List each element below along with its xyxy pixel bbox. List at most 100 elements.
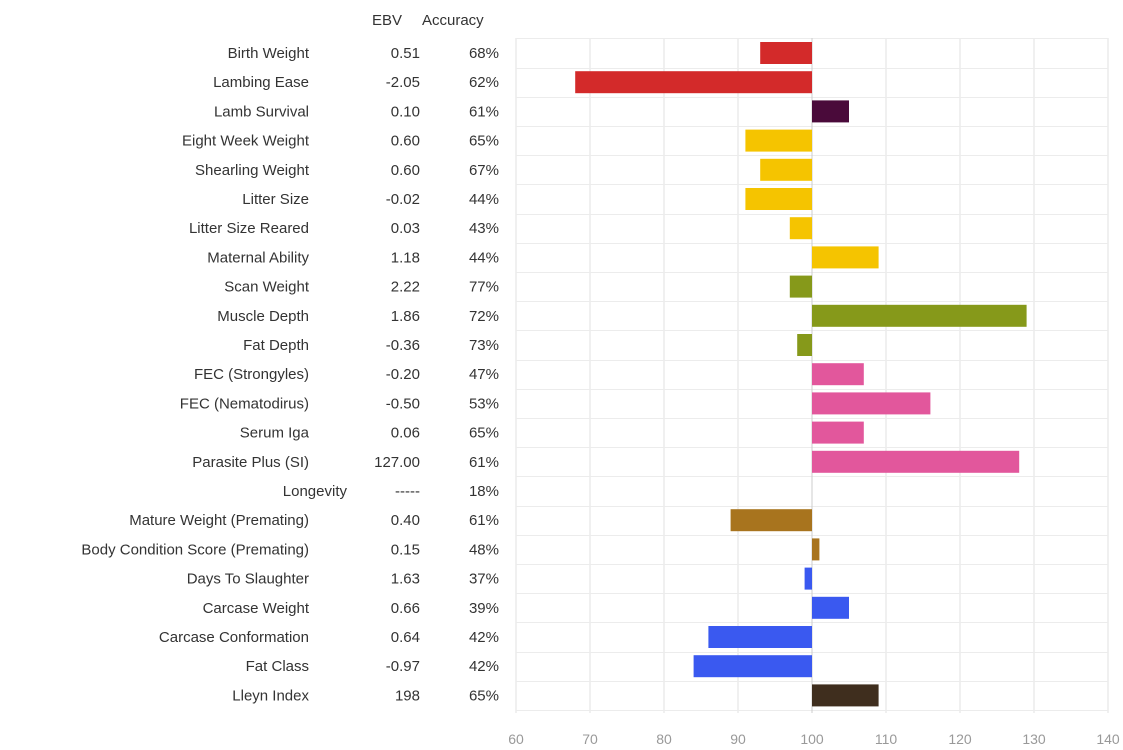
bar <box>797 334 812 356</box>
x-tick-label: 120 <box>948 731 972 747</box>
x-tick-label: 130 <box>1022 731 1046 747</box>
bar <box>789 217 812 240</box>
trait-label: Carcase Weight <box>203 600 310 617</box>
accuracy-value: 53% <box>469 395 499 412</box>
bar <box>804 567 812 590</box>
bar <box>812 304 1027 327</box>
ebv-value: 0.66 <box>391 600 420 617</box>
ebv-value: 1.18 <box>391 249 420 266</box>
trait-label: Scan Weight <box>224 279 310 296</box>
accuracy-value: 68% <box>469 45 499 62</box>
accuracy-value: 44% <box>469 191 499 208</box>
accuracy-value: 37% <box>469 571 499 588</box>
trait-label: Fat Depth <box>243 337 309 354</box>
ebv-value: 0.10 <box>391 103 420 120</box>
accuracy-value: 18% <box>469 483 499 500</box>
bar <box>745 129 812 152</box>
bar <box>708 626 812 648</box>
bar <box>760 42 812 64</box>
bar <box>812 100 849 123</box>
accuracy-value: 61% <box>469 512 499 529</box>
accuracy-value: 73% <box>469 337 499 354</box>
ebv-value: 0.60 <box>391 162 420 179</box>
bar <box>789 275 812 298</box>
trait-label: Days To Slaughter <box>187 571 309 588</box>
accuracy-column-header: Accuracy <box>422 12 484 29</box>
trait-label: FEC (Nematodirus) <box>180 395 309 412</box>
ebv-value: 1.63 <box>391 571 420 588</box>
trait-label: Lamb Survival <box>214 103 309 120</box>
x-tick-label: 80 <box>656 731 672 747</box>
x-tick-label: 100 <box>800 731 824 747</box>
x-tick-label: 140 <box>1096 731 1120 747</box>
bar <box>812 538 820 561</box>
bar <box>730 509 812 532</box>
trait-label: Maternal Ability <box>207 249 309 266</box>
trait-label: Lleyn Index <box>232 687 309 704</box>
ebv-value: 0.03 <box>391 220 420 237</box>
accuracy-value: 77% <box>469 279 499 296</box>
accuracy-value: 72% <box>469 308 499 325</box>
ebv-value: 198 <box>395 687 420 704</box>
ebv-value: 2.22 <box>391 279 420 296</box>
ebv-value: 0.64 <box>391 629 420 646</box>
accuracy-value: 42% <box>469 658 499 675</box>
ebv-value: 0.51 <box>391 45 420 62</box>
trait-label: Shearling Weight <box>195 162 310 179</box>
bar <box>812 246 879 269</box>
bar <box>812 421 864 444</box>
ebv-value: -0.50 <box>386 395 420 412</box>
x-tick-label: 60 <box>508 731 524 747</box>
accuracy-value: 67% <box>469 162 499 179</box>
accuracy-value: 39% <box>469 600 499 617</box>
trait-label: Fat Class <box>246 658 309 675</box>
accuracy-value: 48% <box>469 541 499 558</box>
bar <box>812 392 931 415</box>
bar <box>812 684 879 707</box>
trait-label: Eight Week Weight <box>182 133 310 150</box>
accuracy-value: 43% <box>469 220 499 237</box>
bar <box>745 188 812 210</box>
ebv-value: 0.60 <box>391 133 420 150</box>
x-tick-label: 90 <box>730 731 746 747</box>
trait-label: Litter Size Reared <box>189 220 309 237</box>
accuracy-value: 61% <box>469 103 499 120</box>
trait-label: Muscle Depth <box>217 308 309 325</box>
accuracy-value: 65% <box>469 425 499 442</box>
accuracy-value: 44% <box>469 249 499 266</box>
trait-label: FEC (Strongyles) <box>194 366 309 383</box>
trait-label: Carcase Conformation <box>159 629 309 646</box>
trait-label: Lambing Ease <box>213 74 309 91</box>
x-tick-label: 110 <box>875 731 898 747</box>
ebv-value: 1.86 <box>391 308 420 325</box>
row-labels: Birth Weight 0.51 68% Lambing Ease -2.05 62% L… <box>81 45 499 704</box>
ebv-value: ----- <box>395 483 420 500</box>
ebv-column-header: EBV <box>372 12 403 29</box>
ebv-value: 0.15 <box>391 541 420 558</box>
bars <box>575 42 1027 707</box>
x-axis-ticks: 60 70 80 90 100 110 120 130 140 <box>508 731 1120 747</box>
trait-label: Litter Size <box>242 191 309 208</box>
ebv-value: -0.02 <box>386 191 420 208</box>
accuracy-value: 47% <box>469 366 499 383</box>
trait-label: Parasite Plus (SI) <box>192 454 309 471</box>
gridlines <box>515 38 1109 713</box>
ebv-value: 0.06 <box>391 425 420 442</box>
accuracy-value: 42% <box>469 629 499 646</box>
bar <box>760 158 812 181</box>
bar <box>812 450 1020 473</box>
trait-label: Longevity <box>283 483 348 500</box>
trait-label: Body Condition Score (Premating) <box>81 541 309 558</box>
bar <box>575 71 812 94</box>
ebv-value: -0.36 <box>386 337 420 354</box>
accuracy-value: 65% <box>469 133 499 150</box>
bar <box>812 363 864 386</box>
trait-label: Serum Iga <box>240 425 310 442</box>
ebv-value: -0.97 <box>386 658 420 675</box>
accuracy-value: 61% <box>469 454 499 471</box>
ebv-value: -2.05 <box>386 74 420 91</box>
accuracy-value: 65% <box>469 687 499 704</box>
x-tick-label: 70 <box>582 731 598 747</box>
ebv-value: 127.00 <box>374 454 420 471</box>
